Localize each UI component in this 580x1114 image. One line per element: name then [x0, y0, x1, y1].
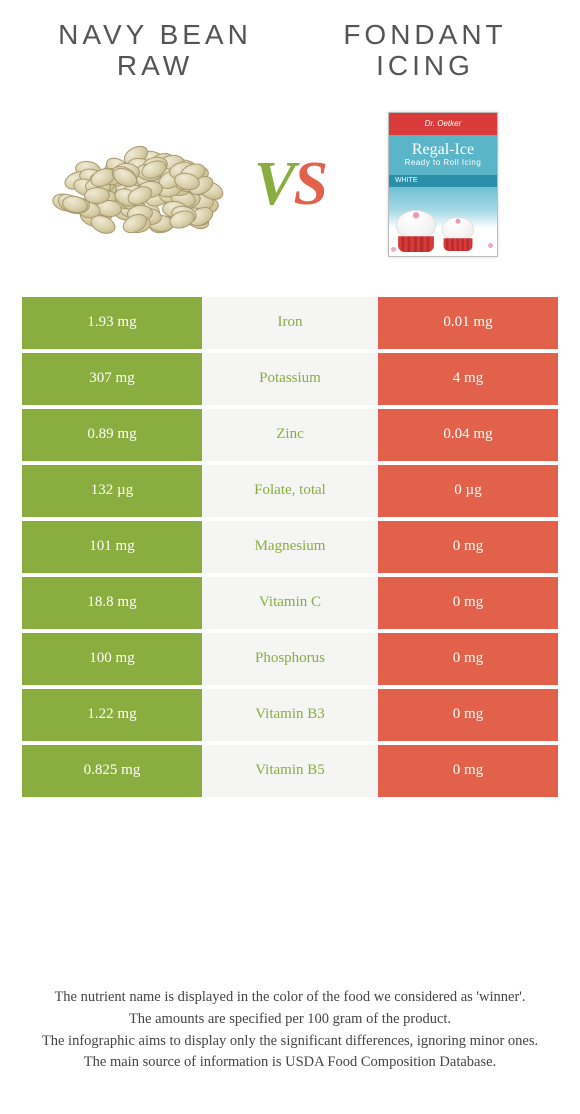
- image-left: [30, 129, 244, 239]
- nutrient-name: Vitamin C: [202, 577, 378, 629]
- nutrient-right-value: 4 mg: [378, 353, 558, 405]
- nutrient-right-value: 0.01 mg: [378, 297, 558, 349]
- table-row: 307 mgPotassium4 mg: [22, 353, 558, 405]
- fondant-image-area: [389, 187, 497, 256]
- images-row: VS Dr. Oetker Regal-Ice Ready to Roll Ic…: [0, 92, 580, 297]
- title-left: Navy bean raw: [40, 20, 270, 82]
- nutrient-left-value: 18.8 mg: [22, 577, 202, 629]
- nutrient-left-value: 1.22 mg: [22, 689, 202, 741]
- nutrient-table: 1.93 mgIron0.01 mg307 mgPotassium4 mg0.8…: [22, 297, 558, 797]
- fondant-name: Regal-Ice: [412, 142, 474, 158]
- nutrient-left-value: 1.93 mg: [22, 297, 202, 349]
- fondant-label: WHITE: [389, 175, 497, 187]
- table-row: 0.825 mgVitamin B50 mg: [22, 745, 558, 797]
- footnote-line: The amounts are specified per 100 gram o…: [30, 1009, 550, 1031]
- table-row: 132 µgFolate, total0 µg: [22, 465, 558, 517]
- nutrient-left-value: 101 mg: [22, 521, 202, 573]
- table-row: 1.93 mgIron0.01 mg: [22, 297, 558, 349]
- nutrient-name: Potassium: [202, 353, 378, 405]
- nutrient-right-value: 0 mg: [378, 689, 558, 741]
- fondant-sub: Ready to Roll Icing: [405, 158, 482, 167]
- sprinkle-icon: [488, 243, 493, 248]
- sprinkle-icon: [391, 247, 396, 252]
- nutrient-name: Folate, total: [202, 465, 378, 517]
- header: Navy bean raw Fondant icing: [0, 0, 580, 92]
- fondant-box-illustration: Dr. Oetker Regal-Ice Ready to Roll Icing…: [388, 112, 498, 257]
- nutrient-right-value: 0 mg: [378, 577, 558, 629]
- nutrient-right-value: 0 mg: [378, 521, 558, 573]
- nutrient-right-value: 0 mg: [378, 745, 558, 797]
- footnote-line: The nutrient name is displayed in the co…: [30, 987, 550, 1009]
- nutrient-name: Iron: [202, 297, 378, 349]
- image-right: Dr. Oetker Regal-Ice Ready to Roll Icing…: [336, 112, 550, 257]
- nutrient-right-value: 0 mg: [378, 633, 558, 685]
- footnote-line: The main source of information is USDA F…: [30, 1052, 550, 1074]
- table-row: 18.8 mgVitamin C0 mg: [22, 577, 558, 629]
- footnote-line: The infographic aims to display only the…: [30, 1031, 550, 1053]
- beans-illustration: [47, 129, 227, 239]
- vs-s: S: [293, 150, 325, 218]
- footnotes: The nutrient name is displayed in the co…: [0, 987, 580, 1074]
- table-row: 100 mgPhosphorus0 mg: [22, 633, 558, 685]
- cupcake-icon: [442, 217, 474, 251]
- title-right: Fondant icing: [310, 20, 540, 82]
- nutrient-name: Zinc: [202, 409, 378, 461]
- nutrient-left-value: 100 mg: [22, 633, 202, 685]
- nutrient-left-value: 0.825 mg: [22, 745, 202, 797]
- nutrient-left-value: 132 µg: [22, 465, 202, 517]
- table-row: 1.22 mgVitamin B30 mg: [22, 689, 558, 741]
- nutrient-name: Magnesium: [202, 521, 378, 573]
- fondant-name-area: Regal-Ice Ready to Roll Icing: [389, 135, 497, 175]
- nutrient-right-value: 0 µg: [378, 465, 558, 517]
- fondant-brand: Dr. Oetker: [389, 113, 497, 135]
- title-right-line1: Fondant: [343, 19, 506, 50]
- nutrient-name: Vitamin B5: [202, 745, 378, 797]
- nutrient-left-value: 0.89 mg: [22, 409, 202, 461]
- nutrient-right-value: 0.04 mg: [378, 409, 558, 461]
- vs-v: V: [254, 150, 293, 218]
- table-row: 0.89 mgZinc0.04 mg: [22, 409, 558, 461]
- nutrient-name: Phosphorus: [202, 633, 378, 685]
- cupcake-icon: [396, 210, 436, 252]
- nutrient-name: Vitamin B3: [202, 689, 378, 741]
- table-row: 101 mgMagnesium0 mg: [22, 521, 558, 573]
- title-left-line1: Navy bean: [58, 19, 252, 50]
- nutrient-left-value: 307 mg: [22, 353, 202, 405]
- title-left-line2: raw: [117, 50, 193, 81]
- title-right-line2: icing: [376, 50, 474, 81]
- vs-label: VS: [254, 149, 326, 220]
